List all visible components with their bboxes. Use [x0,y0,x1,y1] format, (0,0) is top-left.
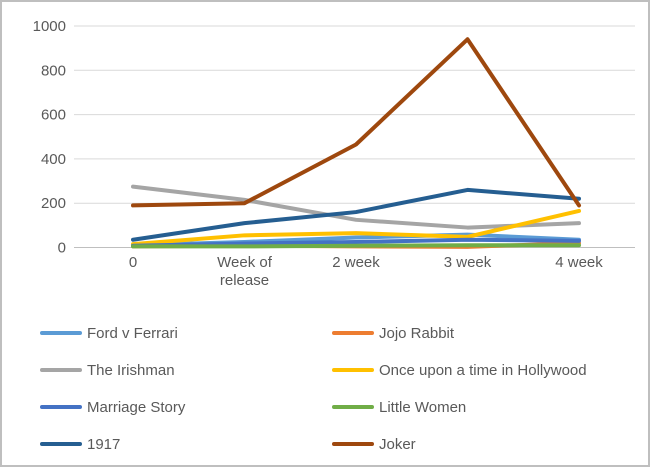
legend-label-ford-v-ferrari: Ford v Ferrari [87,324,178,342]
series-lines [131,37,581,249]
legend-label-1917: 1917 [87,435,121,453]
chart-legend: Ford v Ferrari Jojo Rabbit The Irishman Onc… [2,322,648,455]
y-tick-label-800: 800 [41,62,66,79]
y-tick-label-200: 200 [41,195,66,212]
x-tick-label-week-of-release: Week of release [217,254,273,289]
y-tick-label-400: 400 [41,151,66,168]
legend-swatch-jojo-rabbit [332,331,374,335]
legend-label-once-upon-a-time-in-hollywood: Once upon a time in Hollywood [379,361,587,379]
legend-item-ford-v-ferrari: Ford v Ferrari [40,322,332,344]
legend-swatch-once-upon-a-time-in-hollywood [332,368,374,372]
x-tick-label-4-week: 4 week [555,254,603,271]
legend-label-marriage-story: Marriage Story [87,398,186,416]
line-chart: 0 200 400 600 800 1000 0 Week of release 2 week 3… [33,18,635,289]
y-tick-label-600: 600 [41,107,66,124]
series-line-little-women [131,243,581,249]
legend-label-the-irishman: The Irishman [87,361,175,379]
legend-swatch-1917 [40,442,82,446]
gridlines [74,25,635,248]
legend-label-little-women: Little Women [379,398,467,416]
legend-item-the-irishman: The Irishman [40,359,332,381]
x-tick-label-3-week: 3 week [444,254,492,271]
y-tick-label-0: 0 [58,240,66,257]
series-line-marriage-story [131,237,581,248]
legend-item-once-upon-a-time-in-hollywood: Once upon a time in Hollywood [332,359,648,381]
legend-swatch-the-irishman [40,368,82,372]
legend-item-jojo-rabbit: Jojo Rabbit [332,322,648,344]
series-line-the-irishman [131,184,581,230]
legend-label-joker: Joker [379,435,416,453]
legend-swatch-ford-v-ferrari [40,331,82,335]
series-line-once-upon-a-time-in-hollywood [131,208,581,247]
series-line-1917 [131,187,581,242]
x-axis-labels: 0 Week of release 2 week 3 week 4 week [129,254,603,289]
legend-item-1917: 1917 [40,433,332,455]
series-line-joker [131,37,581,208]
legend-item-joker: Joker [332,433,648,455]
legend-item-marriage-story: Marriage Story [40,396,332,418]
legend-swatch-joker [332,442,374,446]
legend-swatch-marriage-story [40,405,82,409]
x-tick-label-0: 0 [129,254,137,271]
legend-item-little-women: Little Women [332,396,648,418]
legend-swatch-little-women [332,405,374,409]
y-axis-labels: 0 200 400 600 800 1000 [33,18,66,257]
y-tick-label-1000: 1000 [33,18,66,35]
legend-label-jojo-rabbit: Jojo Rabbit [379,324,455,342]
x-tick-label-2-week: 2 week [332,254,380,271]
